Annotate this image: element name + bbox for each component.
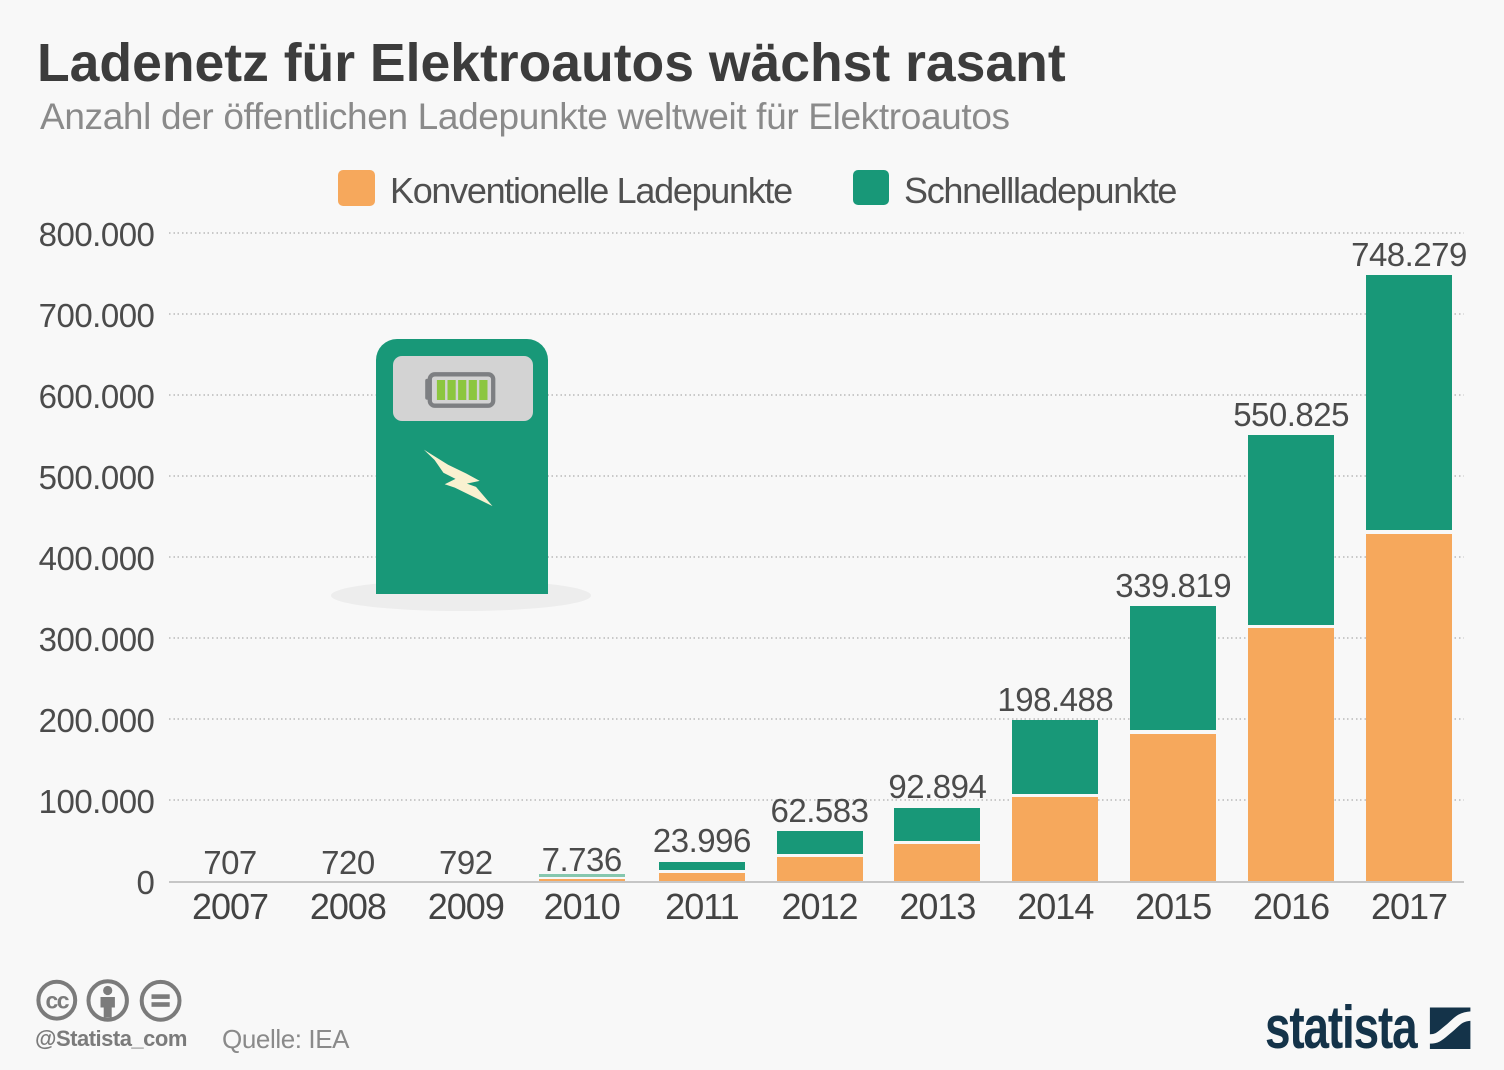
svg-text:cc: cc xyxy=(46,988,70,1014)
